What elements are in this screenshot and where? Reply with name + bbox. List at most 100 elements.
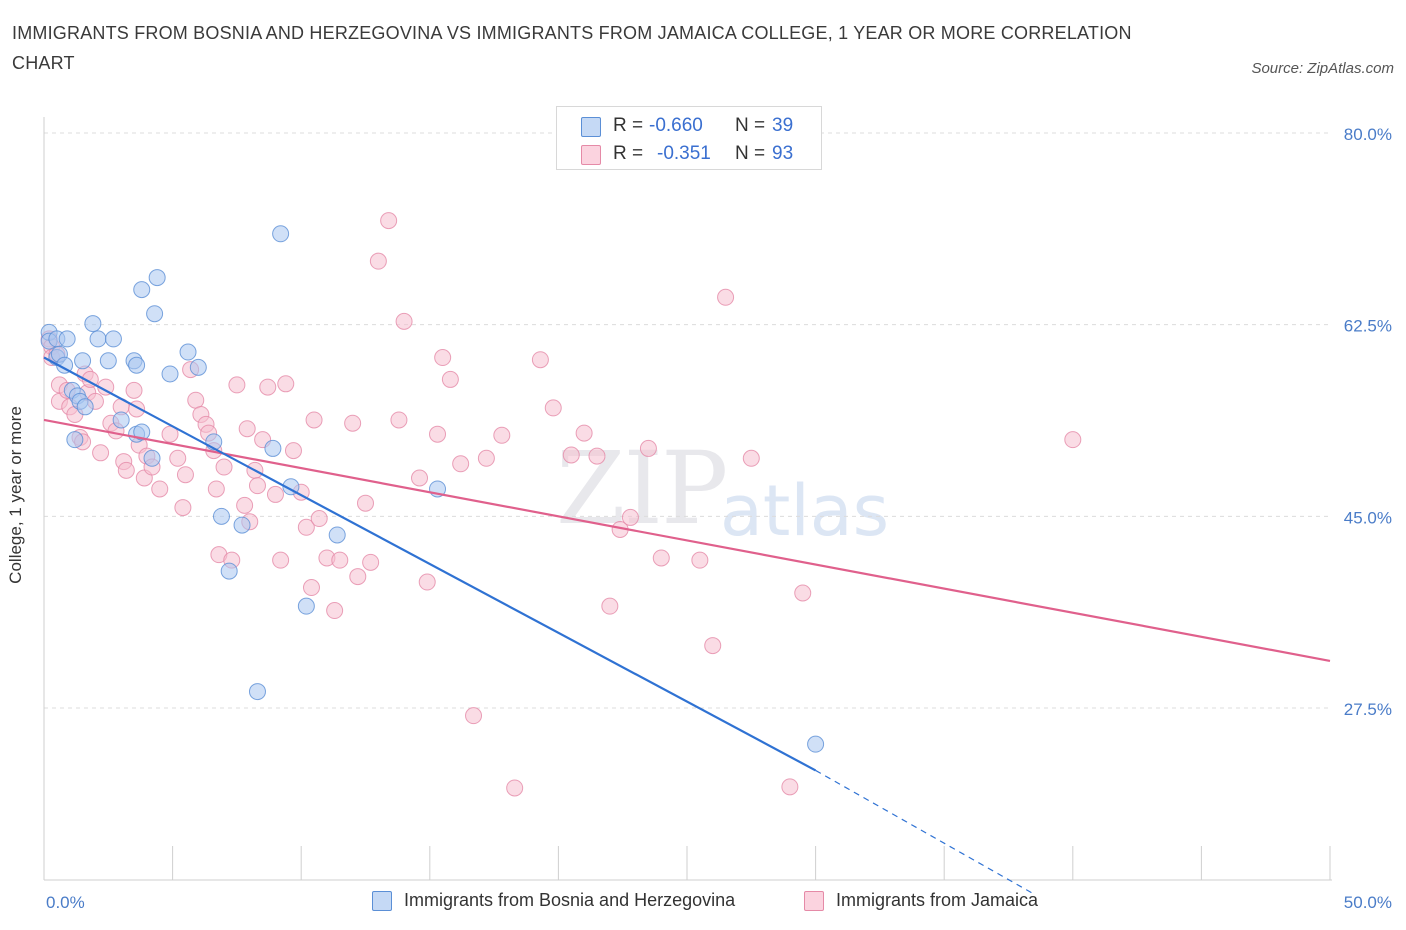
jamaica-point: [277, 375, 295, 393]
bosnia-swatch: [581, 117, 601, 137]
jamaica-point: [465, 707, 483, 725]
x-tick-label: 0.0%: [46, 893, 85, 912]
y-tick-label: 45.0%: [1344, 508, 1392, 527]
jamaica-swatch: [581, 145, 601, 165]
bosnia-point: [146, 305, 164, 323]
jamaica-trendline: [43, 418, 1331, 662]
trend-lines: [43, 356, 1331, 895]
jamaica-point: [418, 573, 436, 591]
jamaica-point: [207, 480, 225, 498]
jamaica-point: [704, 637, 722, 655]
jamaica-point: [248, 477, 266, 495]
jamaica-point: [691, 551, 709, 569]
n-label: N =: [735, 143, 766, 164]
jamaica-point: [357, 494, 374, 512]
x-tick-label: 50.0%: [1344, 893, 1392, 912]
jamaica-point: [380, 212, 398, 230]
jamaica-point: [493, 426, 511, 444]
jamaica-point: [305, 411, 323, 429]
bosnia-point: [220, 562, 238, 580]
jamaica-point: [297, 518, 315, 536]
jamaica-point: [441, 370, 459, 388]
legend-label: Immigrants from Jamaica: [836, 890, 1039, 910]
bosnia-point: [161, 365, 179, 383]
jamaica-point: [310, 510, 328, 528]
jamaica-point: [238, 420, 256, 438]
jamaica-point: [506, 779, 524, 797]
jamaica-point: [395, 312, 413, 330]
bosnia-swatch: [372, 891, 392, 911]
jamaica-point: [781, 778, 799, 796]
jamaica-point: [652, 549, 670, 567]
axes: [43, 117, 1332, 881]
bosnia-point: [76, 398, 94, 416]
jamaica-point: [452, 455, 470, 473]
bosnia-point: [212, 507, 230, 525]
jamaica-point: [344, 414, 362, 432]
jamaica-point: [1064, 431, 1082, 449]
r-value: -0.660: [649, 115, 703, 136]
jamaica-point: [187, 391, 205, 409]
bosnia-point: [189, 358, 207, 376]
jamaica-swatch: [804, 891, 824, 911]
bosnia-point: [66, 431, 84, 449]
bosnia-point: [143, 449, 161, 467]
bosnia-point: [148, 269, 166, 287]
bosnia-point: [133, 423, 151, 441]
bosnia-trendline: [43, 356, 817, 772]
jamaica-point: [272, 551, 290, 569]
data-points: [40, 212, 1082, 797]
bosnia-point: [297, 597, 315, 615]
tick-labels: 27.5% 45.0% 62.5% 80.0% 0.0% 50.0%: [46, 125, 1392, 912]
bosnia-trendline-extension: [815, 769, 1035, 895]
n-value: 93: [772, 143, 794, 164]
jamaica-point: [562, 446, 580, 464]
bosnia-point: [248, 683, 266, 701]
jamaica-point: [284, 442, 302, 460]
jamaica-point: [215, 458, 233, 476]
jamaica-point: [369, 252, 387, 270]
jamaica-point: [588, 447, 606, 465]
bosnia-point: [233, 516, 251, 534]
r-label: R =: [613, 115, 644, 136]
jamaica-point: [794, 584, 812, 602]
jamaica-point: [390, 411, 408, 429]
r-label: R =: [613, 143, 644, 164]
jamaica-point: [92, 444, 110, 462]
jamaica-point: [266, 485, 284, 503]
y-tick-label: 62.5%: [1344, 317, 1392, 336]
jamaica-point: [544, 399, 562, 417]
bosnia-point: [328, 526, 346, 544]
bosnia-point: [104, 330, 122, 348]
bosnia-point: [89, 330, 107, 348]
jamaica-point: [176, 466, 194, 484]
jamaica-point: [151, 480, 169, 498]
jamaica-point: [429, 425, 447, 443]
jamaica-point: [174, 499, 192, 517]
jamaica-point: [169, 449, 187, 467]
y-tick-label: 80.0%: [1344, 125, 1392, 144]
bosnia-point: [74, 352, 92, 370]
jamaica-point: [331, 551, 349, 569]
bosnia-point: [84, 315, 102, 333]
bosnia-point: [133, 281, 151, 299]
bosnia-point: [264, 439, 282, 457]
jamaica-point: [259, 378, 277, 396]
source-label: Source: ZipAtlas.com: [1251, 60, 1394, 77]
bosnia-point: [807, 735, 825, 753]
jamaica-point: [477, 449, 495, 467]
legend-label: Immigrants from Bosnia and Herzegovina: [404, 890, 736, 910]
jamaica-point: [531, 351, 549, 369]
bosnia-point: [112, 411, 130, 429]
jamaica-point: [117, 461, 135, 479]
watermark-atlas: atlas: [720, 470, 890, 552]
jamaica-point: [601, 597, 619, 615]
bosnia-point: [272, 225, 290, 243]
bosnia-point: [58, 330, 76, 348]
jamaica-point: [228, 376, 246, 394]
n-label: N =: [735, 115, 766, 136]
jamaica-point: [362, 553, 380, 571]
stats-legend: R = -0.660 N = 39 R = -0.351 N = 93: [556, 106, 822, 170]
jamaica-point: [717, 288, 735, 306]
